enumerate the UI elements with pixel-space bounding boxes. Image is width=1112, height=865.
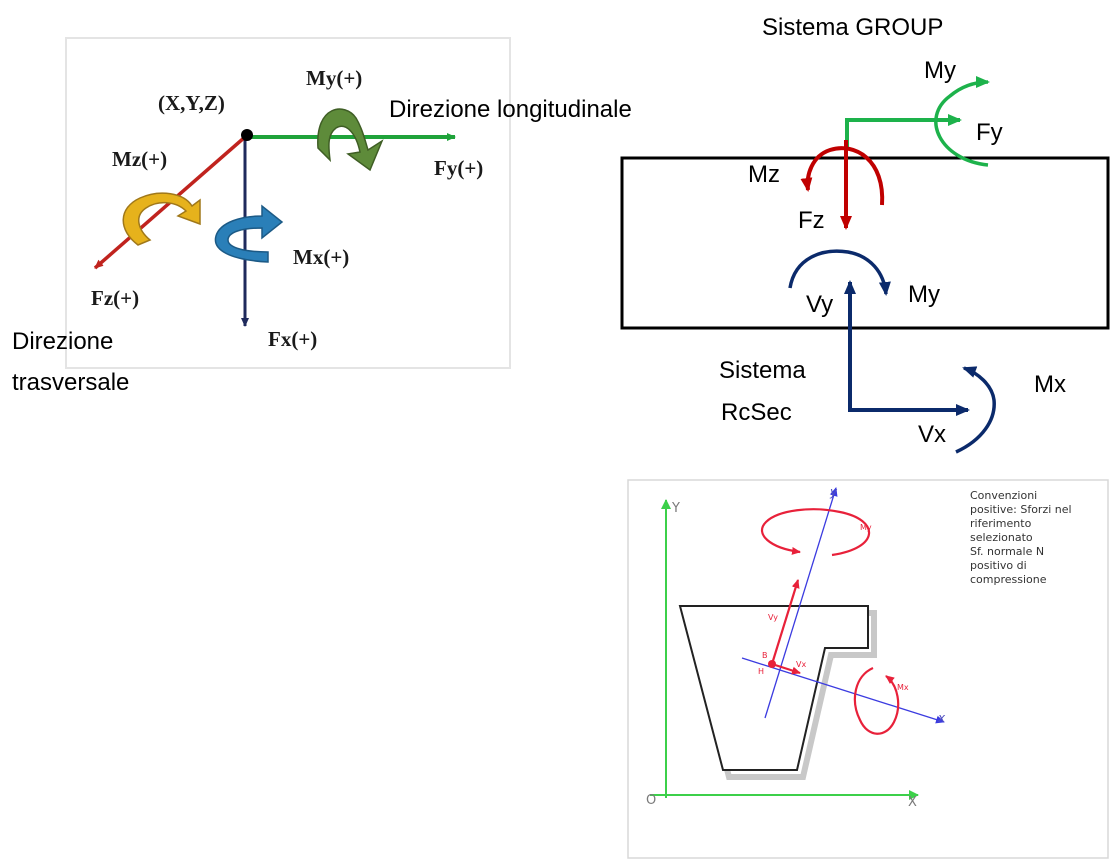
- trasv-direction-label-1: Direzione: [12, 328, 113, 355]
- my-moment-label: My: [860, 523, 872, 532]
- local-x-axis: [741, 657, 945, 724]
- local-y-axis: [764, 487, 838, 719]
- panel-sign-convention-group: (X,Y,Z) My(+) Direzione longitudinale Fy…: [12, 37, 632, 396]
- group-system-title: Sistema GROUP: [762, 14, 943, 41]
- origin-o-label: O: [646, 793, 656, 808]
- fy-label: Fy(+): [434, 156, 483, 180]
- mx-moment-label: Mx: [897, 683, 909, 692]
- rcsec-vy-label: Vy: [806, 291, 833, 318]
- trasv-direction-label-2: trasversale: [12, 369, 129, 396]
- mx-moment-ring: [853, 666, 900, 735]
- rcsec-mx-label: Mx: [1034, 371, 1066, 398]
- my-moment-ring: [760, 508, 871, 557]
- vy-force-arrow: [770, 579, 800, 665]
- mx-moment-arrow: [214, 204, 284, 263]
- origin-point: [241, 129, 253, 141]
- local-x-label: x: [937, 711, 946, 725]
- note-line: Convenzioni: [970, 489, 1037, 502]
- fz-label: Fz(+): [91, 286, 139, 310]
- point-b-label: B: [762, 651, 768, 660]
- my-moment-arrow: [317, 108, 384, 172]
- global-x-label: X: [908, 795, 917, 810]
- fx-label: Fx(+): [268, 327, 317, 351]
- rcsec-my-label: My: [908, 281, 940, 308]
- vx-force-label: Vx: [796, 660, 806, 669]
- global-y-label: Y: [671, 501, 680, 516]
- note-line: compressione: [970, 573, 1047, 586]
- group-mz-arrow: [800, 146, 885, 206]
- vy-force-label: Vy: [768, 613, 778, 622]
- conventions-note: Convenzioni positive: Sforzi nel riferim…: [970, 489, 1072, 586]
- note-line: positivo di: [970, 559, 1027, 572]
- group-fz-label: Fz: [798, 207, 825, 234]
- rcsec-system-label-2: RcSec: [721, 399, 792, 426]
- note-line: positive: Sforzi nel: [970, 503, 1072, 516]
- panel-rcsec-conventions: Y X O y x My Mx Vy Vx B H Convenzioni po…: [627, 479, 1109, 859]
- mx-label: Mx(+): [293, 245, 349, 269]
- note-line: selezionato: [970, 531, 1033, 544]
- group-fy-label: Fy: [976, 119, 1003, 146]
- group-mz-label: Mz: [748, 161, 780, 188]
- mz-moment-arrow: [122, 192, 201, 246]
- mz-label: Mz(+): [112, 147, 167, 171]
- point-b-h: [768, 660, 776, 668]
- group-my-label: My: [924, 57, 956, 84]
- long-direction-label: Direzione longitudinale: [389, 96, 632, 123]
- rcsec-vx-label: Vx: [918, 421, 946, 448]
- rcsec-my-arrow: [788, 249, 891, 296]
- rcsec-mx-arrow: [955, 366, 996, 454]
- point-h-label: H: [758, 667, 764, 676]
- note-line: Sf. normale N: [970, 545, 1044, 558]
- section-rectangle: [620, 156, 1110, 330]
- note-line: riferimento: [970, 517, 1032, 530]
- section-shadow: [682, 610, 877, 780]
- group-my-arrow: [934, 76, 990, 167]
- my-label: My(+): [306, 66, 362, 90]
- origin-label: (X,Y,Z): [158, 91, 225, 115]
- local-y-label: y: [829, 485, 838, 499]
- panel-group-vs-rcsec: Sistema GROUP My Fy Mz Fz Vy My Sistema …: [620, 14, 1110, 454]
- vx-force-arrow: [771, 662, 801, 675]
- rcsec-system-label-1: Sistema: [719, 357, 806, 384]
